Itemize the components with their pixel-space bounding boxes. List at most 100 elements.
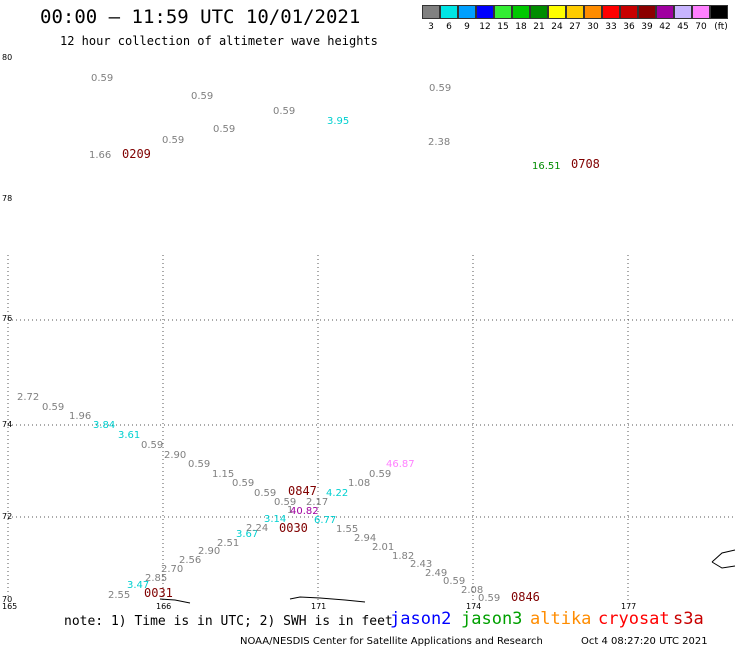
- legend-label: 42: [659, 22, 671, 32]
- footer-note: note: 1) Time is in UTC; 2) SWH is in fe…: [64, 614, 393, 629]
- wave-height-value: 2.08: [461, 585, 483, 596]
- legend-label: 70: [695, 22, 707, 32]
- satellite-altika-label: altika: [530, 609, 592, 629]
- latitude-label: 72: [2, 512, 12, 521]
- satellite-cryosat-label: cryosat: [598, 609, 670, 629]
- legend-swatch: [584, 5, 602, 19]
- legend-swatch: [440, 5, 458, 19]
- latitude-label: 78: [2, 194, 12, 203]
- pass-time-label: 0847: [288, 484, 317, 498]
- wave-height-value: 0.59: [274, 497, 296, 508]
- longitude-label: 166: [156, 602, 171, 611]
- wave-height-value: 1.15: [212, 469, 234, 480]
- legend-swatch: [512, 5, 530, 19]
- longitude-label: 174: [466, 602, 481, 611]
- wave-height-value: 2.01: [372, 542, 394, 553]
- latitude-label: 80: [2, 53, 12, 62]
- wave-height-value: 3.47: [127, 580, 149, 591]
- pass-time-label: 0030: [279, 521, 308, 535]
- legend-swatch: [548, 5, 566, 19]
- legend-label: 6: [446, 22, 452, 32]
- wave-height-value: 0.59: [42, 402, 64, 413]
- latitude-label: 76: [2, 314, 12, 323]
- latitude-label: 74: [2, 420, 12, 429]
- latitude-label: 70: [2, 595, 12, 604]
- generation-timestamp: Oct 4 08:27:20 UTC 2021: [581, 636, 708, 647]
- legend-label: 36: [623, 22, 635, 32]
- wave-height-value: 0.59: [162, 135, 184, 146]
- longitude-label: 171: [311, 602, 326, 611]
- map-subtitle: 12 hour collection of altimeter wave hei…: [60, 34, 378, 48]
- legend-label: 18: [515, 22, 527, 32]
- wave-height-value: 0.59: [273, 106, 295, 117]
- wave-height-value: 1.96: [69, 411, 91, 422]
- legend-unit: (ft): [714, 22, 728, 32]
- wave-height-value: 0.59: [429, 83, 451, 94]
- wave-height-value: 1: [287, 505, 293, 516]
- wave-height-value: 2.72: [17, 392, 39, 403]
- legend-label: 45: [677, 22, 689, 32]
- legend-swatch: [422, 5, 440, 19]
- pass-time-label: 0846: [511, 590, 540, 604]
- wave-height-value: 2.49: [425, 568, 447, 579]
- wave-height-value: 0.59: [213, 124, 235, 135]
- wave-height-value: 2.85: [145, 573, 167, 584]
- legend-swatch: [494, 5, 512, 19]
- wave-height-value: 16.51: [532, 161, 561, 172]
- longitude-label: 165: [2, 602, 17, 611]
- wave-height-value: 0.59: [188, 459, 210, 470]
- wave-height-value: 0.59: [91, 73, 113, 84]
- legend-swatch: [710, 5, 728, 19]
- legend-label: 15: [497, 22, 509, 32]
- legend-swatch: [458, 5, 476, 19]
- pass-time-label: 0708: [571, 157, 600, 171]
- coastline: [159, 549, 736, 604]
- legend-label: 30: [587, 22, 599, 32]
- wave-height-value: 0.59: [191, 91, 213, 102]
- wave-height-value: 2.24: [246, 523, 268, 534]
- map-title: 00:00 – 11:59 UTC 10/01/2021: [40, 6, 361, 28]
- legend-label: 33: [605, 22, 617, 32]
- legend-label: 27: [569, 22, 581, 32]
- pass-time-label: 0209: [122, 147, 151, 161]
- legend-label: 3: [428, 22, 434, 32]
- wave-height-value: 1.82: [392, 551, 414, 562]
- wave-height-value: 1.55: [336, 524, 358, 535]
- longitude-label: 177: [621, 602, 636, 611]
- legend-label: 12: [479, 22, 491, 32]
- wave-height-value: 2.70: [161, 564, 183, 575]
- satellite-s3a-label: s3a: [673, 609, 704, 629]
- wave-height-value: 1.66: [89, 150, 111, 161]
- wave-height-value: 0.59: [478, 593, 500, 604]
- wave-height-value: 3.67: [236, 529, 258, 540]
- credit-line: NOAA/NESDIS Center for Satellite Applica…: [240, 636, 543, 647]
- wave-height-value: 6.77: [314, 515, 336, 526]
- wave-height-value: 3.95: [327, 116, 349, 127]
- satellite-jason2-label: jason2: [390, 609, 452, 629]
- wave-height-value: 2.94: [354, 533, 376, 544]
- wave-height-value: 0.59: [254, 488, 276, 499]
- wave-height-value: 4.22: [326, 488, 348, 499]
- wave-height-value: 0.59: [232, 478, 254, 489]
- wave-height-value: 1.08: [348, 478, 370, 489]
- legend-swatch: [476, 5, 494, 19]
- wave-height-value: 40.82: [290, 506, 319, 517]
- wave-height-value: 0.59: [443, 576, 465, 587]
- wave-height-value: 2.43: [410, 559, 432, 570]
- legend-swatch: [692, 5, 710, 19]
- wave-height-value: 2.56: [179, 555, 201, 566]
- wave-height-value: 3.84: [93, 420, 115, 431]
- legend-swatch: [566, 5, 584, 19]
- wave-height-value: 0.59: [141, 440, 163, 451]
- legend-swatch: [674, 5, 692, 19]
- wave-height-value: 2.90: [198, 546, 220, 557]
- legend-label: 21: [533, 22, 545, 32]
- wave-height-color-legend: 3 6 9 12 15 18 21 24 27 30 33 36 39 42 45 70 (ft): [420, 5, 730, 37]
- wave-height-value: 0.59: [369, 469, 391, 480]
- satellite-jason3-label: jason3: [461, 609, 523, 629]
- wave-height-value: 2.38: [428, 137, 450, 148]
- legend-swatch: [620, 5, 638, 19]
- wave-height-value: 3.14: [264, 514, 286, 525]
- graticule: [7, 255, 735, 600]
- wave-height-value: 2.90: [164, 450, 186, 461]
